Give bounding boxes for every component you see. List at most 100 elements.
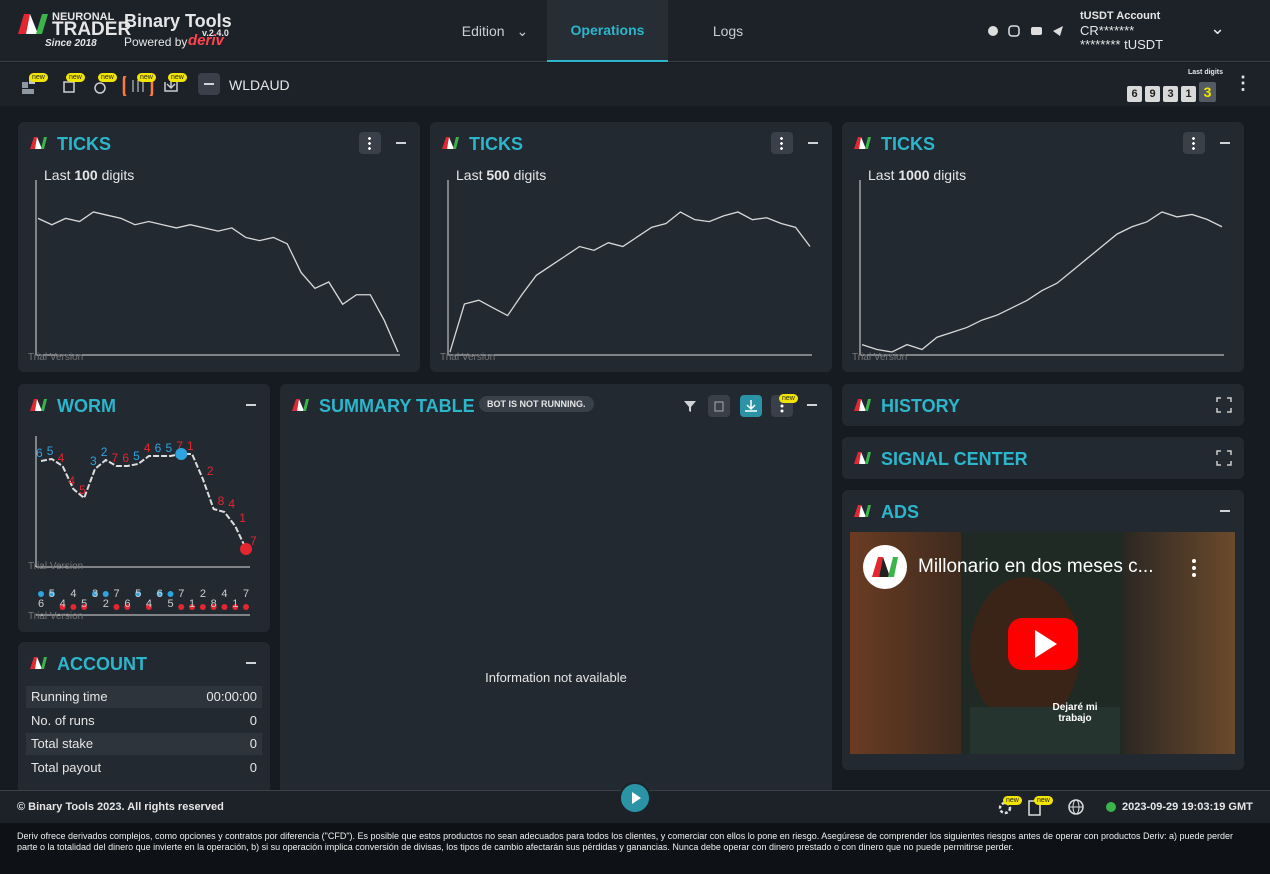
mini-worm-digit: 2: [200, 588, 206, 600]
mini-worm-digit: 6: [157, 588, 163, 600]
video-title: Millonario en dos meses c...: [918, 556, 1154, 577]
collapse-button[interactable]: [198, 73, 220, 95]
toolbar: new new new new new WLDAUD Last digits 6…: [0, 63, 1270, 106]
mini-worm-digit: 1: [189, 598, 195, 610]
mini-worm-digit: 4: [221, 588, 227, 600]
collapse-button[interactable]: [1214, 500, 1236, 522]
account-balance: ******** tUSDT: [1080, 37, 1164, 52]
worm-marker: [240, 543, 252, 555]
worm-digit: 4: [228, 497, 235, 511]
mini-worm-dot: [102, 591, 109, 597]
symbol: WLDAUD: [229, 77, 290, 93]
caption: Last 100 digits: [44, 167, 134, 183]
panel-title: TICKS: [469, 134, 523, 154]
mini-worm-digit: 5: [135, 588, 141, 600]
disclaimer: Deriv ofrece derivados complejos, como o…: [0, 823, 1270, 874]
new-badge: new: [137, 73, 156, 82]
logo-icon: [30, 657, 47, 669]
mini-worm-dot: [135, 591, 142, 597]
watermark: Trial Version: [852, 352, 907, 363]
collapse-button[interactable]: [801, 394, 823, 416]
caption-pre: Last: [456, 167, 483, 183]
mini-worm-dot: [167, 591, 174, 597]
account-title: tUSDT Account: [1080, 10, 1161, 22]
mini-worm-digit: 1: [232, 598, 238, 610]
new-badge: new: [779, 394, 798, 403]
nav-operations[interactable]: Operations: [547, 0, 668, 62]
menu[interactable]: ⋮: [1234, 73, 1252, 93]
social-icons[interactable]: [986, 24, 1066, 38]
ticks-chart: Trial Version: [440, 180, 812, 363]
video-thumbnail: [863, 532, 1196, 754]
expand-button[interactable]: [1216, 397, 1232, 413]
row-value: 00:00:00: [206, 689, 257, 704]
play-button[interactable]: [619, 782, 651, 814]
digit: 1: [1181, 86, 1196, 102]
nav-logs[interactable]: Logs: [712, 23, 744, 39]
expand-button[interactable]: [1216, 450, 1232, 466]
mini-worm-dot: [189, 604, 196, 610]
collapse-button[interactable]: [390, 132, 412, 154]
collapse-button[interactable]: [1214, 132, 1236, 154]
logo-icon: [30, 137, 47, 149]
tick-line: [861, 211, 1223, 353]
logo-icon: [442, 137, 459, 149]
account-id: CR*******: [1080, 23, 1135, 38]
menu-button[interactable]: [359, 132, 381, 154]
collapse-button[interactable]: [802, 132, 824, 154]
panel-title: WORM: [57, 396, 116, 416]
nav-label[interactable]: Edition: [461, 23, 505, 39]
tick-line: [449, 211, 811, 353]
mini-worm-dot: [113, 604, 120, 610]
datetime: 2023-09-29 19:03:19 GMT: [1122, 801, 1253, 813]
mini-worm-dot: [38, 591, 44, 597]
mini-worm-digit: 7: [114, 588, 120, 600]
mini-worm-digit: 8: [211, 598, 217, 610]
caption-post: digits: [513, 167, 547, 183]
header: NEURONAL TRADER Since 2018 Binary Tools …: [0, 0, 1270, 62]
worm-digit: 4: [58, 451, 65, 465]
caption: Last 1000 digits: [868, 167, 966, 183]
new-badge: new: [66, 73, 85, 82]
panel-title: SIGNAL CENTER: [881, 449, 1028, 469]
history-panel: HISTORY: [842, 384, 1244, 426]
new-badge: new: [1034, 796, 1053, 805]
digit: 3: [1163, 86, 1178, 102]
new-badge: new: [98, 73, 117, 82]
account-menu[interactable]: ⌄: [1210, 18, 1226, 38]
ticks-chart: Trial Version: [852, 180, 1224, 363]
video[interactable]: Millonario en dos meses c... Dejaré mi t…: [850, 532, 1235, 754]
mini-worm-digit: 5: [167, 598, 173, 610]
mini-worm-digit: 6: [124, 598, 130, 610]
powered-brand: deriv: [188, 32, 224, 49]
worm-digit: 2: [207, 464, 214, 478]
panel-title: ADS: [881, 502, 920, 522]
ticks-panel: TICKS Last 500 digits Trial Version: [430, 122, 832, 372]
mini-worm-digit: 4: [146, 598, 152, 610]
mini-worm-dot: [48, 591, 55, 597]
mini-worm-dot: [145, 604, 152, 610]
panel-title: SUMMARY TABLE: [319, 396, 475, 416]
collapse-button[interactable]: [240, 394, 262, 416]
mini-worm-dot: [210, 604, 217, 610]
collapse-button[interactable]: [240, 652, 262, 674]
caption-count: 500: [486, 167, 510, 183]
logo-mark: [18, 14, 48, 34]
row-value: 0: [249, 759, 257, 775]
menu-button[interactable]: [1183, 132, 1205, 154]
worm-digit: 2: [101, 445, 108, 459]
panel-title: ACCOUNT: [57, 654, 147, 674]
menu-button[interactable]: [771, 132, 793, 154]
worm-digit: 1: [187, 439, 194, 453]
nav-edition[interactable]: Edition ⌄: [461, 23, 529, 39]
worm-digit: 4: [144, 441, 151, 455]
worm-digit: 7: [176, 439, 183, 453]
worm-digit: 1: [239, 511, 246, 525]
mini-worm-dot: [178, 604, 185, 610]
ticks-panel: TICKS Last 100 digits Trial Version: [18, 122, 420, 372]
mini-worm-digit: 3: [92, 588, 98, 600]
worm-digit: 4: [68, 474, 75, 488]
ticks-chart: Trial Version: [28, 180, 400, 363]
mini-worm-dot: [232, 604, 239, 610]
new-badge: new: [29, 73, 48, 82]
